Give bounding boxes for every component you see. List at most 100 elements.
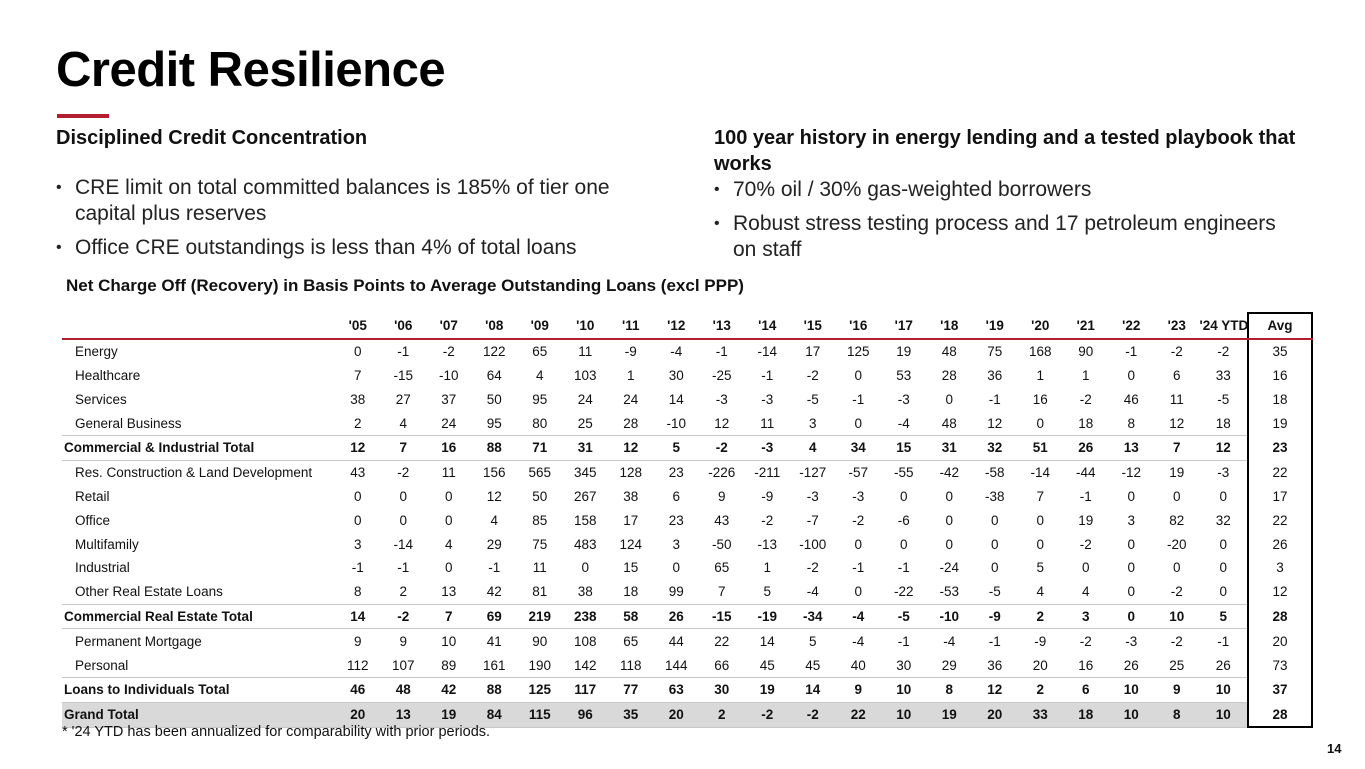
row-label: Grand Total <box>62 701 335 728</box>
value-cell: -9 <box>972 603 1018 630</box>
value-cell: 16 <box>1032 391 1048 407</box>
page-title: Credit Resilience <box>56 43 446 97</box>
value-cell: 17 <box>805 344 821 360</box>
value-cell: -53 <box>939 584 959 600</box>
avg-cell: 17 <box>1247 484 1313 509</box>
value-cell: 3 <box>808 415 817 431</box>
value-cell: 3 <box>672 536 680 552</box>
value-cell: -2 <box>380 603 426 630</box>
value-cell: -24 <box>939 560 959 576</box>
value-cell: -1 <box>397 344 410 360</box>
value-cell: 10 <box>1154 603 1200 630</box>
value-cell: 66 <box>714 657 730 673</box>
right-bullet-item: • 70% oil / 30% gas-weighted borrowers <box>714 177 1304 203</box>
value-cell: -2 <box>852 512 865 528</box>
value-cell: -6 <box>897 512 910 528</box>
value-cell: 125 <box>846 344 870 360</box>
column-header: '23 <box>1154 313 1200 340</box>
value-cell: 65 <box>532 344 548 360</box>
value-cell: -14 <box>1030 465 1050 481</box>
value-cell: -50 <box>711 536 732 552</box>
value-cell: 0 <box>854 415 862 431</box>
value-cell: 0 <box>1172 488 1181 504</box>
value-cell: 19 <box>926 701 972 728</box>
avg-cell: 18 <box>1247 387 1313 412</box>
value-cell: 0 <box>444 560 453 576</box>
column-header: '06 <box>380 313 426 340</box>
table-row: Other Real Estate Loans 8 2 13 42 81 38 18 99 7 5 -… <box>62 579 1313 605</box>
value-cell: 0 <box>353 344 362 360</box>
value-cell: 0 <box>945 391 953 407</box>
value-cell: 2 <box>353 415 362 431</box>
value-cell: 15 <box>881 434 927 461</box>
table-row: Office 0 0 0 4 85 158 17 23 43 -2 -7 -2 -6 0 0 0 19 3 82 32 2… <box>62 508 1313 533</box>
value-cell: 38 <box>623 488 639 504</box>
value-cell: 30 <box>699 676 745 703</box>
value-cell: 0 <box>444 488 453 504</box>
value-cell: -15 <box>393 367 413 383</box>
right-bullet-list: • 70% oil / 30% gas-weighted borrowers • R… <box>714 177 1304 271</box>
bullet-text: 70% oil / 30% gas-weighted borrowers <box>733 178 1092 201</box>
value-cell: 5 <box>763 584 771 600</box>
value-cell: 483 <box>573 536 597 552</box>
value-cell: -1 <box>852 560 865 576</box>
value-cell: -22 <box>893 584 914 600</box>
value-cell: -57 <box>848 465 868 481</box>
subtotal-row: Loans to Individuals Total 46 48 42 88 125 117… <box>62 676 1313 703</box>
value-cell: 18 <box>1078 415 1094 431</box>
value-cell: 144 <box>664 657 688 673</box>
value-cell: 0 <box>444 512 453 528</box>
value-cell: -10 <box>926 603 972 630</box>
value-cell: -9 <box>1034 633 1047 649</box>
value-cell: -1 <box>761 367 774 383</box>
value-cell: -13 <box>757 536 777 552</box>
value-cell: 10 <box>1108 676 1154 703</box>
value-cell: 1 <box>763 560 771 576</box>
value-cell: 20 <box>1032 657 1048 673</box>
column-header: '05 <box>335 313 381 340</box>
value-cell: -2 <box>442 344 455 360</box>
value-cell: 158 <box>573 512 597 528</box>
value-cell: 12 <box>987 415 1003 431</box>
value-cell: 0 <box>672 560 680 576</box>
value-cell: 26 <box>1123 657 1139 673</box>
value-cell: -3 <box>1217 465 1230 481</box>
value-cell: 24 <box>623 391 639 407</box>
value-cell: 42 <box>426 676 472 703</box>
value-cell: 125 <box>517 676 563 703</box>
avg-cell: 23 <box>1247 435 1313 461</box>
column-header: '07 <box>426 313 472 340</box>
value-cell: 117 <box>562 676 608 703</box>
column-header: '17 <box>881 313 927 340</box>
value-cell: -1 <box>1125 344 1138 360</box>
table-row: Personal 112 107 89 161 190 142 118 144 66 45 45 40 3… <box>62 653 1313 678</box>
column-header: '18 <box>926 313 972 340</box>
value-cell: -4 <box>897 415 910 431</box>
value-cell: 75 <box>532 536 548 552</box>
column-header: '22 <box>1108 313 1154 340</box>
value-cell: -4 <box>670 344 683 360</box>
value-cell: 27 <box>395 391 411 407</box>
value-cell: 1 <box>1036 367 1044 383</box>
bullet-dot-icon: • <box>56 239 62 256</box>
value-cell: 9 <box>1154 676 1200 703</box>
value-cell: 11 <box>441 465 456 481</box>
column-header: '11 <box>608 313 654 340</box>
value-cell: 3 <box>353 536 362 552</box>
value-cell: -1 <box>988 633 1001 649</box>
value-cell: 36 <box>987 657 1003 673</box>
value-cell: 10 <box>881 676 927 703</box>
value-cell: 85 <box>532 512 548 528</box>
value-cell: -1 <box>488 560 501 576</box>
value-cell: -2 <box>806 367 819 383</box>
value-cell: -4 <box>852 633 865 649</box>
value-cell: -2 <box>1170 584 1183 600</box>
value-cell: 0 <box>1127 560 1135 576</box>
value-cell: -1 <box>1079 488 1092 504</box>
value-cell: -127 <box>799 465 827 481</box>
value-cell: 142 <box>573 657 597 673</box>
value-cell: 24 <box>441 415 457 431</box>
value-cell: 0 <box>581 560 589 576</box>
avg-cell: 19 <box>1247 411 1313 436</box>
value-cell: 30 <box>668 367 684 383</box>
